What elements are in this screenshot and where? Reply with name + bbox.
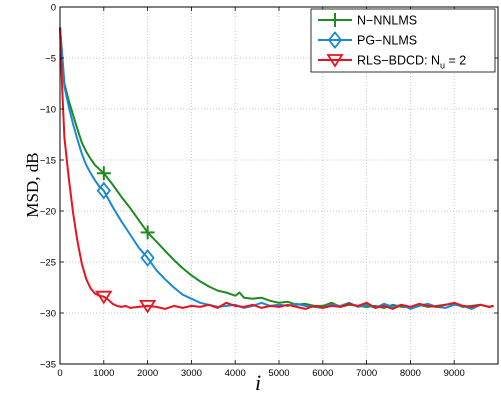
legend-marker-1 — [327, 31, 343, 49]
series-marker-0 — [96, 166, 111, 181]
legend-label-suffix: = 2 — [445, 54, 466, 68]
y-tick-label: −15 — [40, 156, 56, 167]
y-axis-label: MSD, dB — [23, 152, 42, 217]
x-tick-label: 7000 — [356, 368, 377, 379]
legend-marker-0 — [328, 13, 342, 27]
legend: N−NNLMS PG−NLMS RLS−BDCD: Nu = 2 — [310, 8, 496, 73]
series-marker-2 — [95, 290, 113, 305]
series-marker-1 — [140, 248, 155, 267]
y-tick-label: −20 — [40, 207, 56, 218]
x-tick-label: 1000 — [93, 368, 114, 379]
y-tick-label: −5 — [45, 54, 56, 65]
legend-label-text: N−NNLMS — [357, 14, 417, 28]
x-tick-label: 5000 — [268, 368, 289, 379]
y-tick-label: −30 — [40, 309, 56, 320]
x-tick-label: 8000 — [400, 368, 421, 379]
y-tick-label: −25 — [40, 258, 56, 269]
legend-marker-2 — [326, 54, 344, 68]
axis-ticks: 0 1000 2000 3000 4000 5000 6000 7000 8000 9000 0 −5… — [40, 3, 498, 379]
y-tick-label: −10 — [40, 105, 56, 116]
x-tick-label: 0 — [57, 368, 62, 379]
series-marker-0 — [140, 225, 155, 240]
y-tick-label: −35 — [40, 360, 56, 371]
x-tick-label: 6000 — [312, 368, 333, 379]
series-marker-2 — [138, 299, 157, 314]
legend-label-text: RLS−BDCD: N — [357, 54, 440, 68]
y-tick-label: 0 — [51, 3, 56, 14]
legend-label-2: RLS−BDCD: Nu = 2 — [357, 54, 466, 71]
x-axis-label: i — [255, 370, 261, 395]
x-tick-label: 9000 — [444, 368, 465, 379]
x-tick-label: 2000 — [137, 368, 158, 379]
legend-label-0: N−NNLMS — [357, 14, 417, 28]
x-tick-label: 3000 — [181, 368, 202, 379]
legend-label-subscript: u — [440, 61, 445, 71]
series-marker-1 — [96, 181, 111, 200]
legend-label-text: PG−NLMS — [357, 34, 417, 48]
legend-label-1: PG−NLMS — [357, 34, 417, 48]
x-tick-label: 4000 — [225, 368, 246, 379]
series-layer — [59, 27, 494, 314]
